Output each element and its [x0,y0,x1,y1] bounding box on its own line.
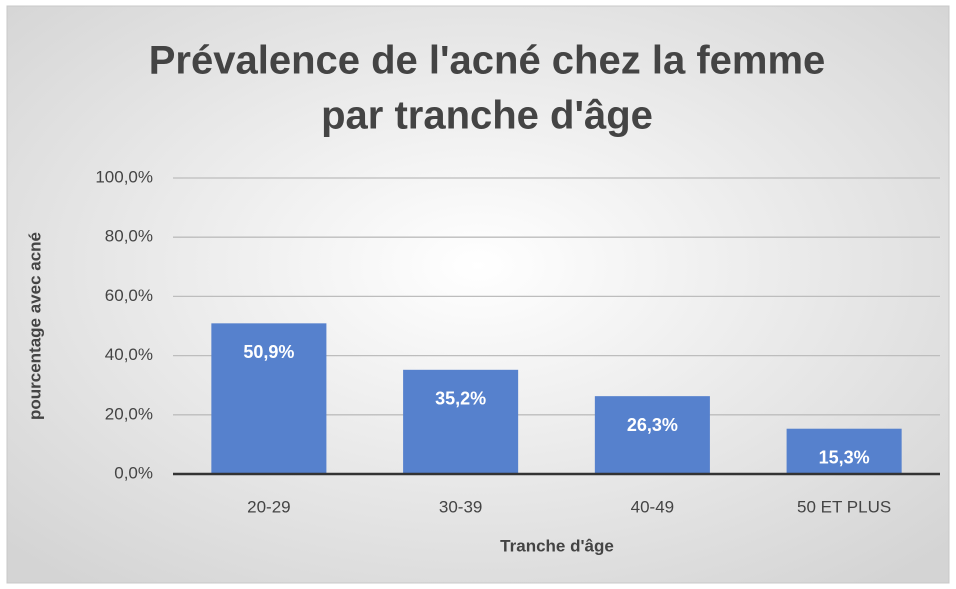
y-tick-label: 0,0% [114,463,153,482]
x-tick-label: 50 ET PLUS [797,497,891,516]
y-tick-label: 60,0% [105,286,153,305]
data-label: 26,3% [627,415,678,435]
y-axis-title: pourcentage avec acné [25,232,44,420]
y-tick-label: 80,0% [105,227,153,246]
y-tick-label: 40,0% [105,345,153,364]
x-tick-label: 20-29 [247,497,290,516]
chart-title: Prévalence de l'acné chez la femme [149,39,826,83]
x-axis-title: Tranche d'âge [500,536,614,555]
bar [594,396,710,474]
y-tick-label: 100,0% [95,167,153,186]
x-tick-label: 40-49 [631,497,674,516]
chart-background [6,5,950,584]
bar [786,428,902,474]
bar [403,369,519,474]
chart-title: par tranche d'âge [321,94,653,138]
data-label: 35,2% [435,389,486,409]
data-label: 50,9% [243,342,294,362]
data-label: 15,3% [819,447,870,467]
bar [211,323,327,474]
y-tick-label: 20,0% [105,404,153,423]
x-tick-label: 30-39 [439,497,482,516]
